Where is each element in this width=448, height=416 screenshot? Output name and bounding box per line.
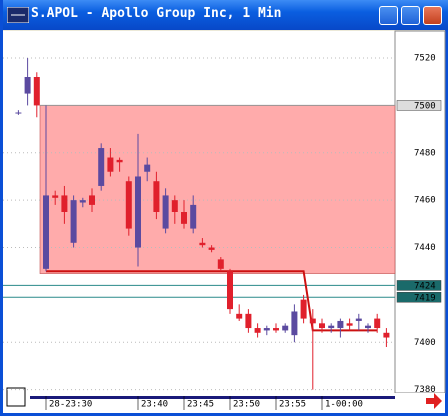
candle-body bbox=[355, 318, 362, 321]
price-label-box bbox=[396, 100, 442, 111]
x-tick-label: 23:40 bbox=[141, 400, 168, 410]
y-tick-label: 7520 bbox=[414, 54, 436, 64]
candle-body bbox=[346, 323, 353, 326]
app-icon bbox=[7, 7, 29, 23]
candle-body bbox=[107, 157, 114, 172]
y-tick-label: 7440 bbox=[414, 243, 436, 253]
y-tick-label: 7460 bbox=[414, 196, 436, 206]
candle-body bbox=[43, 195, 49, 269]
candle-body bbox=[254, 328, 261, 333]
price-label-box bbox=[396, 292, 442, 303]
candle-body bbox=[125, 181, 132, 229]
candle-body bbox=[144, 164, 151, 172]
candle-body bbox=[300, 299, 307, 319]
y-tick-label: 7400 bbox=[414, 338, 436, 348]
candle-body bbox=[319, 323, 325, 329]
x-tick-label: 23:50 bbox=[233, 400, 260, 410]
candle-body bbox=[227, 271, 233, 310]
candle-body bbox=[162, 195, 169, 229]
minimize-button[interactable] bbox=[379, 6, 398, 25]
candle-body bbox=[383, 332, 390, 338]
candle-body bbox=[24, 77, 31, 94]
candle-body bbox=[15, 112, 22, 114]
candle-body bbox=[89, 195, 95, 205]
candle-body bbox=[171, 200, 178, 212]
candle-body bbox=[337, 320, 344, 329]
scroll-arrow[interactable] bbox=[426, 393, 442, 409]
y-axis-area bbox=[394, 30, 446, 394]
candle-body bbox=[61, 195, 68, 212]
candle-body bbox=[153, 181, 160, 212]
candle-body bbox=[70, 200, 77, 243]
candle-body bbox=[365, 325, 371, 329]
candle-body bbox=[374, 318, 381, 329]
candle-body bbox=[33, 77, 40, 106]
price-label: 7419 bbox=[414, 293, 436, 303]
price-label: 7424 bbox=[414, 281, 436, 291]
candle-body bbox=[245, 313, 252, 329]
candle-body bbox=[217, 259, 224, 269]
candle-body bbox=[282, 325, 289, 331]
x-tick-label: 1-00:00 bbox=[325, 400, 363, 410]
x-tick-label: 28-23:30 bbox=[49, 400, 92, 410]
candle-body bbox=[208, 247, 215, 250]
price-label-box bbox=[396, 280, 442, 291]
zone bbox=[39, 105, 396, 274]
candle-body bbox=[116, 159, 123, 163]
title-bar: S.APOL - Apollo Group Inc, 1 Min bbox=[3, 0, 448, 30]
candle-body bbox=[98, 148, 105, 186]
candle-body bbox=[328, 325, 335, 329]
candle-body bbox=[236, 313, 243, 319]
window-title: S.APOL - Apollo Group Inc, 1 Min bbox=[31, 6, 282, 21]
candle-body bbox=[52, 195, 59, 198]
y-tick-label: 7380 bbox=[414, 385, 436, 395]
y-tick-label: 7480 bbox=[414, 148, 436, 158]
corner-box[interactable] bbox=[6, 387, 26, 407]
candle-body bbox=[263, 328, 270, 331]
candle-body bbox=[291, 311, 298, 336]
candle-body bbox=[273, 328, 279, 331]
x-tick-label: 23:45 bbox=[187, 400, 214, 410]
candle-body bbox=[199, 242, 206, 246]
candle-body bbox=[181, 212, 187, 224]
candle-body bbox=[79, 200, 86, 203]
time-bar bbox=[30, 396, 395, 399]
close-button[interactable] bbox=[423, 6, 442, 25]
candle-body bbox=[309, 318, 316, 324]
price-label: 7500 bbox=[414, 101, 436, 111]
x-tick-label: 23:55 bbox=[279, 400, 306, 410]
maximize-button[interactable] bbox=[401, 6, 420, 25]
candle-body bbox=[190, 204, 197, 229]
candle-body bbox=[135, 176, 141, 248]
